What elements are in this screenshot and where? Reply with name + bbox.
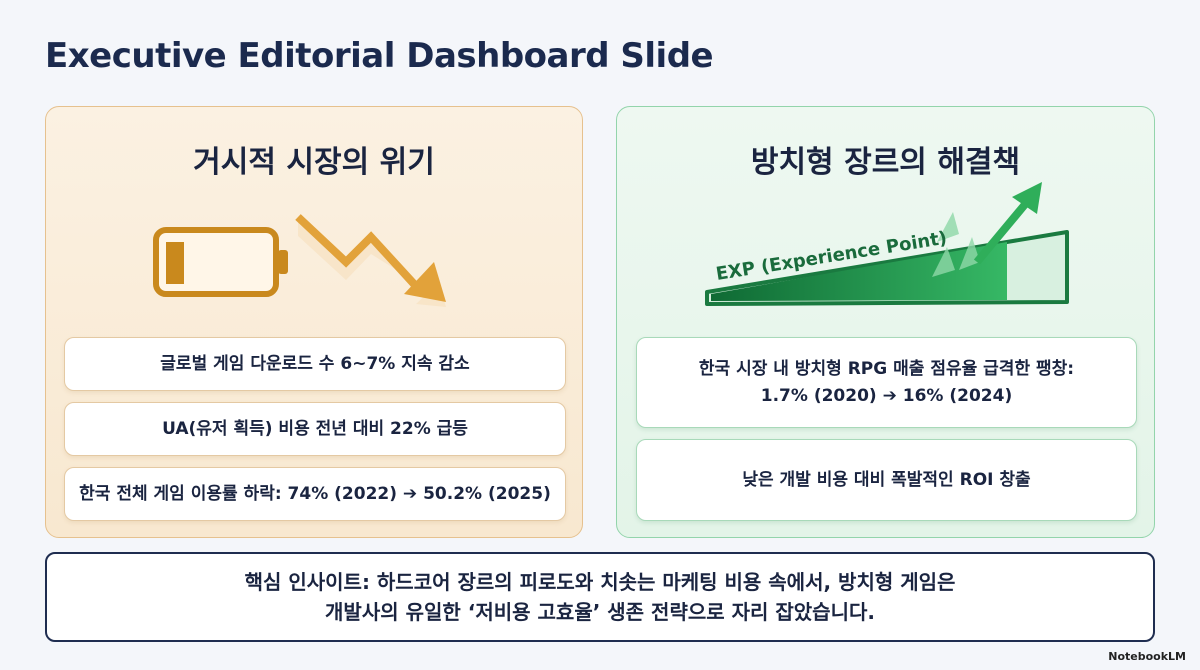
slide-title: Executive Editorial Dashboard Slide [45,36,714,76]
insight-box: 핵심 인사이트: 하드코어 장르의 피로도와 치솟는 마케팅 비용 속에서, 방… [45,552,1155,642]
crisis-item: 글로벌 게임 다운로드 수 6~7% 지속 감소 [64,337,566,391]
solution-item: 낮은 개발 비용 대비 폭발적인 ROI 창출 [636,439,1137,521]
crisis-item: UA(유저 획득) 비용 전년 대비 22% 급등 [64,402,566,456]
item-text: 낮은 개발 비용 대비 폭발적인 ROI 창출 [742,469,1031,490]
exp-bar: EXP (Experience Point) [705,182,1069,306]
item-text: 글로벌 게임 다운로드 수 6~7% 지속 감소 [160,353,470,374]
brand-footer: NotebookLM [1108,650,1186,663]
item-text: 한국 전체 게임 이용률 하락: 74% (2022) ➔ 50.2% (202… [79,483,551,504]
panel-heading: 거시적 시장의 위기 [193,145,435,180]
insight-line: 개발사의 유일한 ‘저비용 고효율’ 생존 전략으로 자리 잡았습니다. [325,600,875,624]
item-text: 한국 시장 내 방치형 RPG 매출 점유율 급격한 팽창: [698,359,1075,380]
solution-item: 한국 시장 내 방치형 RPG 매출 점유율 급격한 팽창: 1.7% (202… [636,337,1137,428]
crisis-panel: 거시적 시장의 위기 글로벌 게임 다운로드 수 6~7% 지속 감소 UA(유… [45,106,583,538]
panel-heading: 방치형 장르의 해결책 [750,145,1021,180]
insight-line: 핵심 인사이트: 하드코어 장르의 피로도와 치솟는 마케팅 비용 속에서, 방… [244,570,956,594]
crisis-item: 한국 전체 게임 이용률 하락: 74% (2022) ➔ 50.2% (202… [64,467,566,521]
solution-panel: 방치형 장르의 해결책 EXP (Experience Point) 한국 시장… [616,106,1155,538]
crisis-icons [153,214,446,307]
item-text: UA(유저 획득) 비용 전년 대비 22% 급등 [162,418,468,439]
item-text: 1.7% (2020) ➔ 16% (2024) [760,385,1013,406]
